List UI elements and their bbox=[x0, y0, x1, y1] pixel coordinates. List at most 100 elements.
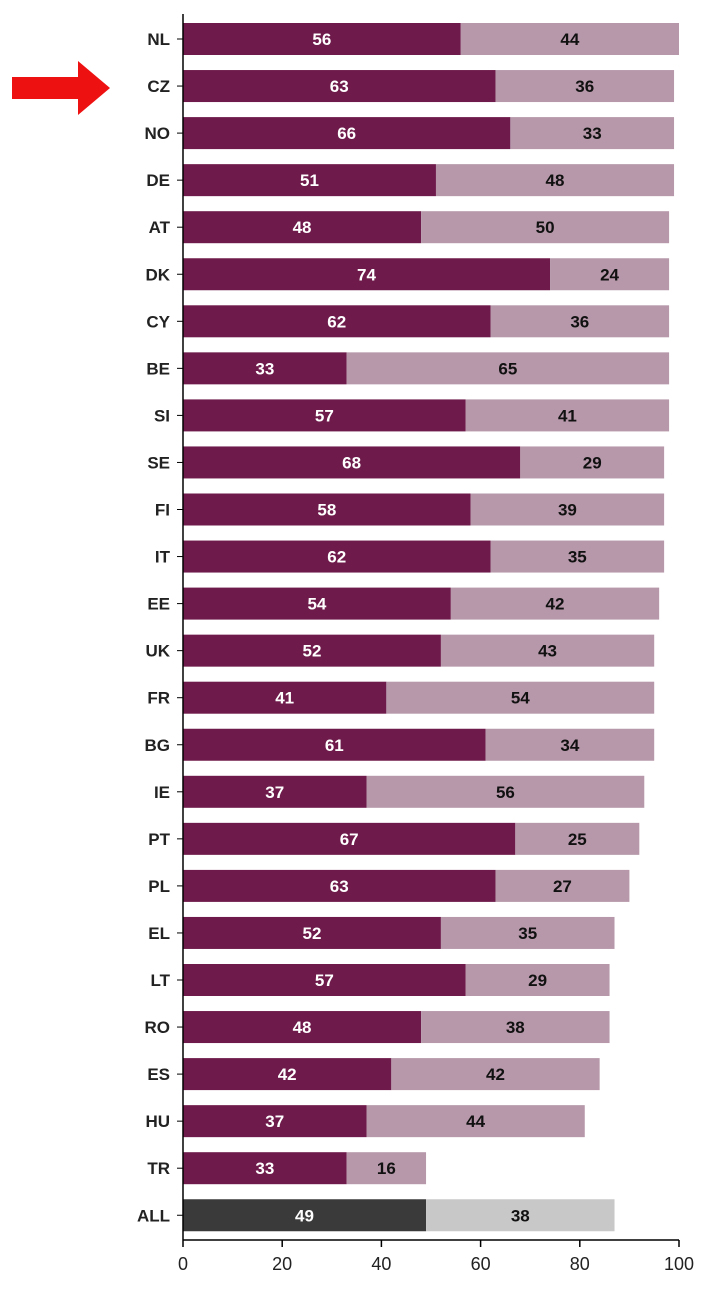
bar-series2-pt bbox=[515, 822, 640, 855]
bar-series2-cy bbox=[490, 305, 670, 338]
bar-series2-no bbox=[510, 117, 675, 150]
bar-series2-at bbox=[421, 211, 670, 244]
category-label-nl: NL bbox=[147, 30, 170, 49]
category-label-el: EL bbox=[148, 924, 170, 943]
value-label-series2-fi: 39 bbox=[558, 501, 577, 520]
value-label-series2-dk: 24 bbox=[600, 265, 619, 284]
category-label-tr: TR bbox=[147, 1159, 170, 1178]
bar-series1-dk bbox=[183, 258, 551, 291]
category-label-uk: UK bbox=[145, 642, 170, 661]
category-label-it: IT bbox=[155, 548, 171, 567]
bar-series1-hu bbox=[183, 1105, 367, 1138]
bar-series1-es bbox=[183, 1058, 392, 1091]
bar-series2-uk bbox=[440, 634, 655, 667]
category-label-si: SI bbox=[154, 406, 170, 425]
bar-series1-cz bbox=[183, 70, 496, 103]
bar-series2-de bbox=[435, 164, 675, 197]
bar-series2-fi bbox=[470, 493, 665, 526]
value-label-series1-fi: 58 bbox=[317, 501, 336, 520]
value-label-series1-tr: 33 bbox=[255, 1159, 274, 1178]
value-label-series1-hu: 37 bbox=[265, 1112, 284, 1131]
value-label-series2-de: 48 bbox=[546, 171, 565, 190]
value-label-series2-be: 65 bbox=[498, 359, 517, 378]
value-label-series2-it: 35 bbox=[568, 548, 587, 567]
x-tick-label-80: 80 bbox=[570, 1254, 590, 1274]
bar-series1-el bbox=[183, 916, 441, 949]
highlight-arrow bbox=[12, 61, 110, 115]
value-label-series2-lt: 29 bbox=[528, 971, 547, 990]
category-label-bg: BG bbox=[145, 736, 171, 755]
category-label-dk: DK bbox=[145, 265, 170, 284]
category-label-ro: RO bbox=[145, 1018, 171, 1037]
bar-series2-es bbox=[391, 1058, 600, 1091]
bar-series1-be bbox=[183, 352, 347, 385]
category-label-pl: PL bbox=[148, 877, 170, 896]
value-label-series1-ro: 48 bbox=[293, 1018, 312, 1037]
value-label-series2-bg: 34 bbox=[560, 736, 579, 755]
value-label-series2-ee: 42 bbox=[546, 595, 565, 614]
bar-series2-dk bbox=[550, 258, 670, 291]
bar-series2-cz bbox=[495, 70, 675, 103]
category-label-be: BE bbox=[146, 359, 170, 378]
bar-series2-tr bbox=[346, 1152, 427, 1185]
bar-series2-ee bbox=[450, 587, 660, 620]
value-label-series1-pt: 67 bbox=[340, 830, 359, 849]
value-label-series2-se: 29 bbox=[583, 453, 602, 472]
category-label-fr: FR bbox=[147, 689, 170, 708]
bar-series1-ee bbox=[183, 587, 451, 620]
value-label-series1-all: 49 bbox=[295, 1206, 314, 1225]
bar-series1-nl bbox=[183, 23, 461, 55]
category-label-pt: PT bbox=[148, 830, 170, 849]
value-label-series1-fr: 41 bbox=[275, 689, 294, 708]
bar-series2-el bbox=[440, 916, 615, 949]
bar-series1-bg bbox=[183, 728, 486, 761]
bar-series1-pl bbox=[183, 869, 496, 902]
bar-series1-uk bbox=[183, 634, 441, 667]
value-label-series2-all: 38 bbox=[511, 1206, 530, 1225]
bar-series1-si bbox=[183, 399, 466, 432]
value-label-series2-pl: 27 bbox=[553, 877, 572, 896]
value-label-series1-ie: 37 bbox=[265, 783, 284, 802]
x-tick-label-100: 100 bbox=[664, 1254, 694, 1274]
category-label-all: ALL bbox=[137, 1206, 170, 1225]
category-label-cy: CY bbox=[146, 312, 170, 331]
category-label-at: AT bbox=[149, 218, 171, 237]
bar-series2-all bbox=[426, 1199, 615, 1232]
bar-series1-fr bbox=[183, 681, 387, 714]
bar-series1-de bbox=[183, 164, 436, 197]
bar-series1-ie bbox=[183, 775, 367, 808]
x-tick-label-0: 0 bbox=[178, 1254, 188, 1274]
value-label-series2-pt: 25 bbox=[568, 830, 587, 849]
category-label-cz: CZ bbox=[147, 77, 170, 96]
bar-series2-si bbox=[465, 399, 670, 432]
category-label-lt: LT bbox=[150, 971, 170, 990]
x-tick-label-40: 40 bbox=[371, 1254, 391, 1274]
value-label-series1-de: 51 bbox=[300, 171, 319, 190]
value-label-series2-si: 41 bbox=[558, 406, 577, 425]
category-label-fi: FI bbox=[155, 501, 170, 520]
value-label-series2-ie: 56 bbox=[496, 783, 515, 802]
bar-series1-at bbox=[183, 211, 422, 244]
value-label-series1-es: 42 bbox=[278, 1065, 297, 1084]
value-label-series2-at: 50 bbox=[536, 218, 555, 237]
bar-series2-bg bbox=[485, 728, 655, 761]
category-label-ie: IE bbox=[154, 783, 170, 802]
bar-series1-it bbox=[183, 540, 491, 573]
value-label-series1-uk: 52 bbox=[302, 642, 321, 661]
bar-series2-hu bbox=[366, 1105, 585, 1138]
value-label-series1-dk: 74 bbox=[357, 265, 376, 284]
bar-series1-no bbox=[183, 117, 511, 150]
value-label-series2-cy: 36 bbox=[570, 312, 589, 331]
bar-series1-ro bbox=[183, 1011, 422, 1044]
category-label-se: SE bbox=[147, 453, 170, 472]
value-label-series2-fr: 54 bbox=[511, 689, 530, 708]
bar-series2-ro bbox=[421, 1011, 610, 1044]
category-label-hu: HU bbox=[145, 1112, 170, 1131]
bar-series2-it bbox=[490, 540, 665, 573]
value-label-series1-si: 57 bbox=[315, 406, 334, 425]
x-tick-label-60: 60 bbox=[471, 1254, 491, 1274]
bar-series2-nl bbox=[460, 23, 679, 55]
bar-series2-be bbox=[346, 352, 670, 385]
category-label-es: ES bbox=[147, 1065, 170, 1084]
